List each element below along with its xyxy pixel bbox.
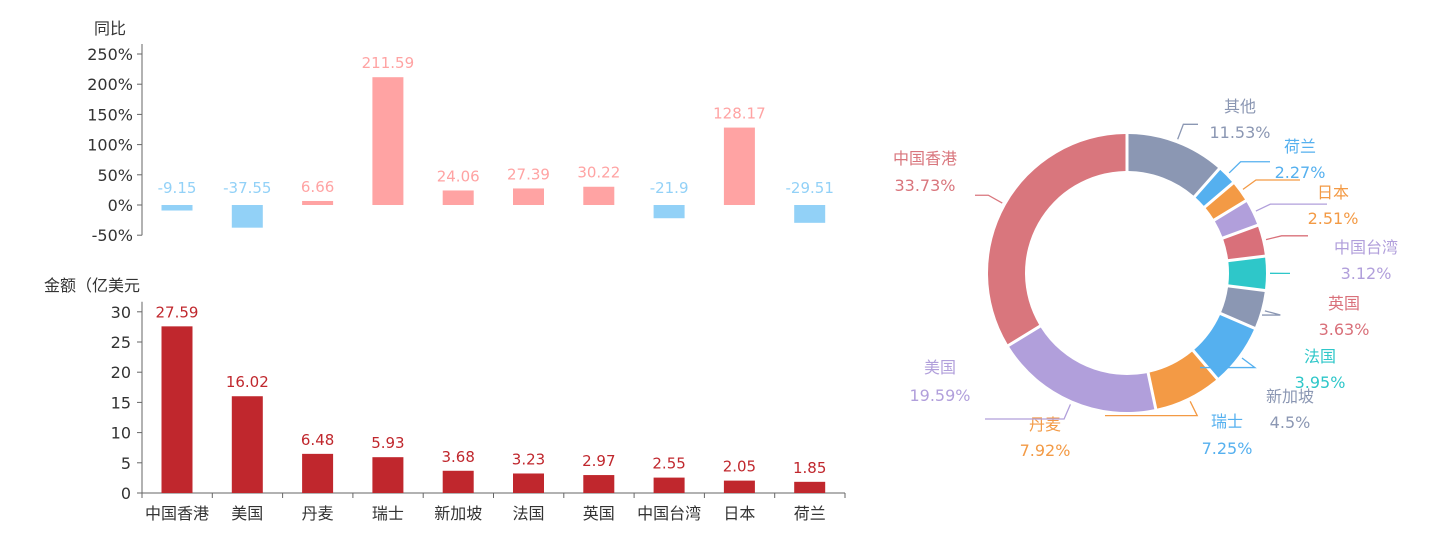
amount-x-tick-label: 荷兰 xyxy=(794,504,826,523)
amount-bar xyxy=(654,478,685,493)
yoy-data-label: 128.17 xyxy=(713,105,766,123)
amount-x-tick-label: 丹麦 xyxy=(302,504,334,523)
yoy-y-tick-label: 0% xyxy=(108,196,133,215)
amount-data-label: 3.68 xyxy=(441,448,474,466)
donut-slice xyxy=(1129,134,1218,196)
donut-slice-name: 新加坡 xyxy=(1266,387,1314,406)
yoy-y-axis-title: 同比 xyxy=(94,19,126,38)
amount-y-tick-label: 30 xyxy=(111,303,131,322)
yoy-bar xyxy=(443,190,474,205)
donut-slice-label: 3.12% xyxy=(1341,264,1392,283)
amount-data-label: 2.55 xyxy=(652,455,685,473)
amount-x-tick-label: 日本 xyxy=(723,504,755,523)
donut-leader-line xyxy=(975,195,1002,203)
amount-bar xyxy=(443,471,474,493)
donut-slice-label: 2.27% xyxy=(1275,163,1326,182)
amount-bar xyxy=(162,326,193,493)
amount-bar xyxy=(372,457,403,493)
yoy-y-tick-label: 250% xyxy=(87,45,133,64)
amount-x-tick-label: 美国 xyxy=(231,504,263,523)
donut-slice-label: 4.5% xyxy=(1270,413,1311,432)
donut-slice-name: 美国 xyxy=(924,358,956,377)
yoy-data-label: 6.66 xyxy=(301,178,334,196)
yoy-y-tick-label: -50% xyxy=(92,226,133,245)
yoy-bar xyxy=(372,77,403,205)
amount-x-tick-label: 瑞士 xyxy=(372,504,404,523)
amount-x-tick-label: 中国香港 xyxy=(145,504,209,523)
yoy-data-label: -9.15 xyxy=(158,179,197,197)
yoy-bar xyxy=(162,205,193,211)
amount-bar xyxy=(583,475,614,493)
donut-slice xyxy=(988,134,1126,344)
amount-data-label: 2.05 xyxy=(723,458,756,476)
donut-slice-name: 英国 xyxy=(1328,294,1360,313)
amount-x-tick-label: 新加坡 xyxy=(434,504,482,523)
yoy-data-label: 27.39 xyxy=(507,165,550,183)
amount-y-tick-label: 25 xyxy=(111,333,131,352)
amount-bar xyxy=(232,396,263,493)
amount-data-label: 5.93 xyxy=(371,434,404,452)
yoy-y-tick-label: 150% xyxy=(87,105,133,124)
donut-slice-name: 丹麦 xyxy=(1029,415,1061,434)
donut-slice-name: 荷兰 xyxy=(1284,137,1316,156)
donut-slice xyxy=(1228,258,1266,289)
yoy-data-label: -37.55 xyxy=(223,179,271,197)
amount-x-tick-label: 法国 xyxy=(512,504,544,523)
donut-leader-line xyxy=(1178,124,1198,139)
amount-y-tick-label: 20 xyxy=(111,363,131,382)
yoy-data-label: 211.59 xyxy=(362,54,415,72)
donut-slice-name: 瑞士 xyxy=(1211,412,1243,431)
yoy-data-label: -21.9 xyxy=(650,179,689,197)
amount-y-tick-label: 10 xyxy=(111,424,131,443)
yoy-bar xyxy=(513,188,544,205)
donut-slice-name: 中国香港 xyxy=(893,149,957,168)
amount-data-label: 16.02 xyxy=(226,373,269,391)
amount-y-tick-label: 5 xyxy=(121,454,131,473)
amount-x-tick-label: 英国 xyxy=(583,504,615,523)
donut-leader-line xyxy=(1229,162,1270,173)
donut-leader-line xyxy=(1266,236,1308,240)
donut-slice-name: 中国台湾 xyxy=(1334,238,1398,257)
amount-bar xyxy=(302,454,333,493)
donut-slice xyxy=(1009,327,1154,412)
donut-slice-label: 33.73% xyxy=(894,176,955,195)
amount-bar xyxy=(794,482,825,493)
yoy-data-label: 24.06 xyxy=(437,167,480,185)
yoy-bar xyxy=(724,128,755,205)
amount-y-tick-label: 0 xyxy=(121,484,131,503)
yoy-bar xyxy=(583,187,614,205)
yoy-data-label: -29.51 xyxy=(786,179,834,197)
donut-slice-label: 19.59% xyxy=(909,386,970,405)
yoy-y-tick-label: 50% xyxy=(97,166,133,185)
donut-slice-name: 日本 xyxy=(1317,183,1349,202)
donut-slice-label: 11.53% xyxy=(1209,123,1270,142)
amount-data-label: 1.85 xyxy=(793,459,826,477)
amount-bar xyxy=(513,473,544,493)
donut-slice-label: 3.63% xyxy=(1319,320,1370,339)
donut-slice-label: 7.25% xyxy=(1202,439,1253,458)
amount-data-label: 3.23 xyxy=(512,450,545,468)
donut-slice-label: 7.92% xyxy=(1020,441,1071,460)
yoy-y-tick-label: 200% xyxy=(87,75,133,94)
amount-data-label: 2.97 xyxy=(582,452,615,470)
yoy-bar xyxy=(654,205,685,218)
yoy-y-tick-label: 100% xyxy=(87,136,133,155)
donut-slice-name: 其他 xyxy=(1224,97,1256,116)
donut-slice-name: 法国 xyxy=(1304,347,1336,366)
yoy-bar xyxy=(232,205,263,228)
amount-bar xyxy=(724,481,755,493)
amount-x-tick-label: 中国台湾 xyxy=(637,504,701,523)
amount-data-label: 27.59 xyxy=(156,303,199,321)
amount-y-axis-title: 金额（亿美元 xyxy=(44,276,140,295)
yoy-bar xyxy=(794,205,825,223)
amount-y-tick-label: 15 xyxy=(111,393,131,412)
yoy-bar xyxy=(302,201,333,205)
donut-leader-line xyxy=(1262,311,1280,315)
donut-slice-label: 2.51% xyxy=(1308,209,1359,228)
yoy-data-label: 30.22 xyxy=(577,164,620,182)
amount-data-label: 6.48 xyxy=(301,431,334,449)
